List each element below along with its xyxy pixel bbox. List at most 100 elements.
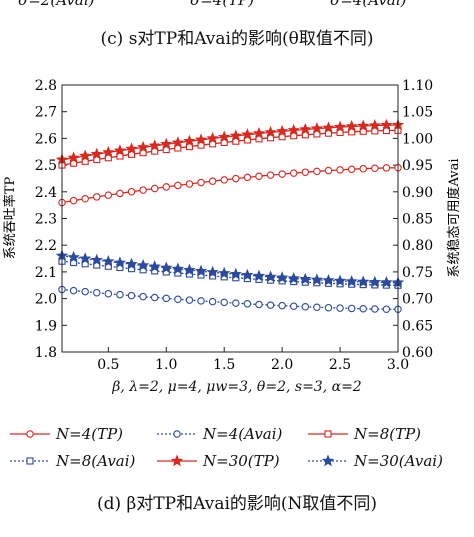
data-point bbox=[221, 177, 227, 183]
data-point bbox=[186, 181, 192, 187]
data-point bbox=[198, 298, 204, 304]
y-tick-label-right: 1.00 bbox=[402, 131, 433, 147]
data-point bbox=[337, 305, 343, 311]
data-point bbox=[348, 305, 354, 311]
series-N=4(TP) bbox=[59, 165, 401, 206]
legend-label: N=8(Avai) bbox=[56, 452, 135, 470]
data-point bbox=[151, 294, 157, 300]
data-point bbox=[233, 300, 239, 306]
y-tick-label-left: 2.3 bbox=[35, 212, 57, 228]
y-tick-label-left: 2.4 bbox=[35, 185, 57, 201]
top-fragment-3: σ=4(Avai) bbox=[330, 0, 407, 9]
data-point bbox=[383, 306, 389, 312]
x-tick-label: 1.0 bbox=[155, 357, 177, 373]
data-point bbox=[186, 297, 192, 303]
tick-layer: 0.5 1.0 1.5 2.0 2.5 3.01.81.92.02.12.22.32.42… bbox=[35, 78, 433, 373]
y-axis-label-left: 系统吞吐率TP bbox=[2, 177, 18, 260]
x-tick-label: 0.5 bbox=[97, 357, 119, 373]
y-tick-label-right: 1.10 bbox=[402, 78, 433, 94]
series-line bbox=[62, 290, 398, 310]
legend-marker bbox=[325, 431, 331, 437]
legend-label: N=30(Avai) bbox=[354, 452, 443, 470]
data-point bbox=[117, 190, 123, 196]
data-point bbox=[163, 295, 169, 301]
data-point bbox=[244, 301, 250, 307]
data-point bbox=[325, 167, 331, 173]
data-point bbox=[233, 175, 239, 181]
y-tick-label-right: 0.65 bbox=[402, 318, 433, 334]
y-tick-label-left: 2.0 bbox=[35, 292, 57, 308]
data-point bbox=[70, 197, 76, 203]
y-tick-label-left: 2.8 bbox=[35, 78, 57, 94]
series-line bbox=[62, 168, 398, 203]
data-point bbox=[291, 303, 297, 309]
y-tick-label-right: 0.90 bbox=[402, 185, 433, 201]
data-point bbox=[128, 292, 134, 298]
y-tick-label-right: 0.95 bbox=[402, 158, 433, 174]
legend-swatch bbox=[155, 427, 199, 441]
data-point bbox=[256, 173, 262, 179]
series-line bbox=[62, 130, 398, 165]
series-N=8(TP) bbox=[59, 127, 401, 168]
data-point bbox=[267, 302, 273, 308]
y-tick-label-right: 0.85 bbox=[402, 212, 433, 228]
y-tick-label-left: 2.6 bbox=[35, 131, 57, 147]
data-point bbox=[360, 306, 366, 312]
y-tick-label-right: 0.75 bbox=[402, 265, 433, 281]
data-point bbox=[337, 167, 343, 173]
legend-item: N=30(Avai) bbox=[306, 451, 443, 471]
data-point bbox=[360, 165, 366, 171]
legend-marker bbox=[174, 431, 180, 437]
data-point bbox=[94, 194, 100, 200]
data-point bbox=[383, 165, 389, 171]
data-point bbox=[221, 299, 227, 305]
data-point bbox=[140, 293, 146, 299]
legend-item: N=4(TP) bbox=[8, 424, 123, 444]
data-point bbox=[372, 165, 378, 171]
legend-label: N=4(Avai) bbox=[203, 425, 282, 443]
data-point bbox=[314, 168, 320, 174]
legend-item: N=30(TP) bbox=[155, 451, 280, 471]
y-tick-label-right: 0.70 bbox=[402, 292, 433, 308]
legend-marker bbox=[323, 456, 333, 465]
series-N=4(Avai) bbox=[59, 286, 401, 312]
legend-label: N=4(TP) bbox=[56, 425, 123, 443]
data-point bbox=[175, 182, 181, 188]
caption-d: (d) β对TP和Avai的影响(N取值不同) bbox=[0, 489, 474, 514]
data-point bbox=[372, 306, 378, 312]
top-fragment-1: σ=2(Avai) bbox=[18, 0, 95, 9]
data-point bbox=[163, 184, 169, 190]
data-point bbox=[348, 166, 354, 172]
data-point bbox=[82, 196, 88, 202]
data-point bbox=[105, 192, 111, 198]
legend-swatch bbox=[306, 454, 350, 468]
data-point bbox=[302, 304, 308, 310]
y-axis-label-right: 系统稳态可用度Avai bbox=[446, 158, 462, 277]
data-point bbox=[128, 189, 134, 195]
y-tick-label-left: 2.1 bbox=[35, 265, 57, 281]
legend-swatch bbox=[8, 427, 52, 441]
series-layer bbox=[57, 120, 403, 312]
data-point bbox=[291, 170, 297, 176]
data-point bbox=[279, 171, 285, 177]
legend-item: N=8(TP) bbox=[306, 424, 421, 444]
legend-swatch bbox=[155, 454, 199, 468]
data-point bbox=[302, 169, 308, 175]
chart: 0.5 1.0 1.5 2.0 2.5 3.0 1.8 1.9 2.0 2.1 2.2 2.3 2.4 2… bbox=[0, 70, 474, 375]
legend-label: N=30(TP) bbox=[203, 452, 280, 470]
data-point bbox=[82, 288, 88, 294]
legend-item: N=8(Avai) bbox=[8, 451, 135, 471]
data-point bbox=[140, 187, 146, 193]
top-caption-fragment: σ=2(Avai) σ=4(TP) σ=4(Avai) bbox=[0, 0, 474, 14]
data-point bbox=[209, 298, 215, 304]
data-point bbox=[256, 301, 262, 307]
y-tick-label-left: 2.2 bbox=[35, 238, 57, 254]
data-point bbox=[70, 287, 76, 293]
legend-swatch bbox=[8, 454, 52, 468]
x-tick-label: 1.5 bbox=[213, 357, 235, 373]
data-point bbox=[105, 290, 111, 296]
legend-label: N=8(TP) bbox=[354, 425, 421, 443]
y-tick-label-right: 0.80 bbox=[402, 238, 433, 254]
legend-marker bbox=[27, 431, 33, 437]
top-fragment-2: σ=4(TP) bbox=[190, 0, 254, 9]
